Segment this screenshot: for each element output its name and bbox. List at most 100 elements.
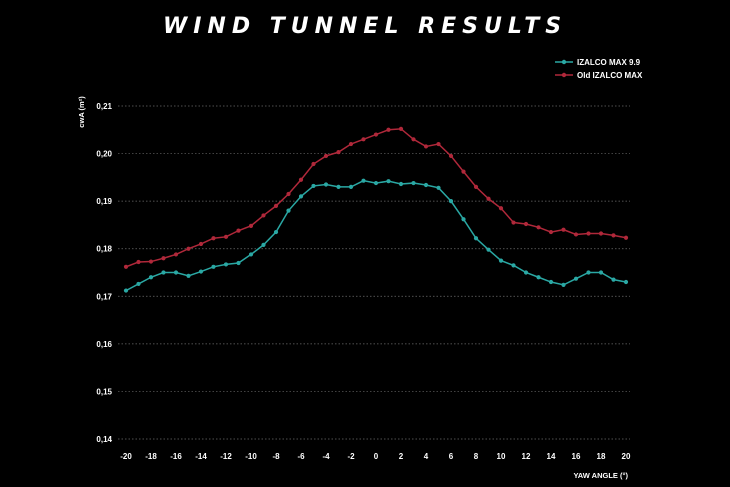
data-point bbox=[186, 273, 191, 278]
data-point bbox=[461, 217, 466, 222]
x-tick-label: 18 bbox=[597, 452, 606, 461]
data-point bbox=[598, 231, 604, 236]
x-tick-label: -8 bbox=[272, 452, 280, 461]
x-axis-label: YAW ANGLE (°) bbox=[573, 471, 628, 480]
x-tick-label: -18 bbox=[145, 452, 157, 461]
y-tick-label: 0,20 bbox=[96, 150, 112, 159]
y-tick-label: 0,15 bbox=[96, 387, 112, 396]
y-tick-labels: 0,14 0,15 0,16 0,17 0,18 0,19 0,20 0,21 bbox=[96, 102, 112, 444]
x-tick-label: -20 bbox=[120, 452, 132, 461]
data-point bbox=[586, 270, 591, 275]
series-izalco-max-9-9 bbox=[123, 178, 629, 293]
data-point bbox=[236, 228, 241, 233]
data-point bbox=[623, 279, 629, 285]
data-point bbox=[173, 270, 179, 275]
data-point bbox=[598, 270, 604, 275]
data-point bbox=[473, 236, 479, 241]
data-point bbox=[523, 270, 529, 275]
legend: IZALCO MAX 9.9 Old IZALCO MAX bbox=[555, 58, 643, 80]
x-tick-label: 16 bbox=[572, 452, 581, 461]
series-lines bbox=[123, 126, 629, 293]
data-point bbox=[448, 153, 454, 159]
data-point bbox=[136, 281, 141, 287]
data-point bbox=[136, 259, 141, 265]
data-point bbox=[423, 182, 429, 188]
data-point bbox=[561, 227, 566, 232]
x-tick-label: -4 bbox=[322, 452, 330, 461]
legend-label-izalco-max-99: IZALCO MAX 9.9 bbox=[577, 58, 641, 67]
y-axis-label: cwA (m²) bbox=[77, 96, 86, 128]
data-point bbox=[173, 252, 179, 257]
y-tick-label: 0,19 bbox=[96, 197, 112, 206]
data-point bbox=[298, 194, 304, 199]
data-point bbox=[398, 126, 404, 131]
series-line-izalco-max-9-9 bbox=[125, 179, 627, 292]
data-point bbox=[236, 260, 241, 266]
data-point bbox=[211, 236, 216, 241]
y-tick-label: 0,21 bbox=[96, 102, 112, 111]
data-point bbox=[273, 229, 279, 235]
data-point bbox=[611, 233, 616, 238]
data-point bbox=[398, 181, 404, 187]
data-point bbox=[423, 144, 429, 149]
data-point bbox=[436, 185, 441, 190]
grid-lines bbox=[118, 105, 630, 440]
data-point bbox=[273, 203, 279, 208]
data-point bbox=[473, 184, 479, 189]
y-tick-label: 0,17 bbox=[96, 292, 112, 301]
data-point bbox=[323, 182, 329, 187]
data-point bbox=[286, 208, 291, 213]
data-point bbox=[211, 264, 216, 269]
data-point bbox=[198, 269, 204, 274]
data-point bbox=[311, 161, 316, 167]
data-point bbox=[161, 256, 166, 261]
series-line-old-izalco-max bbox=[125, 128, 627, 268]
data-point bbox=[548, 229, 554, 235]
x-tick-label: -2 bbox=[347, 452, 355, 461]
data-point bbox=[586, 231, 591, 236]
data-point bbox=[223, 234, 229, 239]
x-tick-label: 10 bbox=[497, 452, 506, 461]
series-old-izalco-max bbox=[123, 126, 629, 269]
data-point bbox=[386, 179, 391, 184]
data-point bbox=[223, 262, 229, 267]
data-point bbox=[623, 235, 629, 240]
x-tick-label: 4 bbox=[424, 452, 429, 461]
data-point bbox=[198, 241, 204, 247]
data-point bbox=[336, 184, 341, 189]
x-tick-label: -14 bbox=[195, 452, 207, 461]
data-point bbox=[248, 223, 254, 228]
data-point bbox=[511, 220, 516, 225]
data-point bbox=[123, 288, 129, 293]
y-tick-label: 0,16 bbox=[96, 340, 112, 349]
data-point bbox=[611, 277, 616, 282]
data-point bbox=[573, 276, 579, 281]
data-point bbox=[261, 242, 266, 248]
legend-marker-old-izalco-max bbox=[561, 72, 567, 78]
x-tick-label: 20 bbox=[622, 452, 631, 461]
x-tick-label: -16 bbox=[170, 452, 182, 461]
data-point bbox=[536, 225, 541, 230]
data-point bbox=[386, 127, 391, 132]
x-tick-label: -12 bbox=[220, 452, 232, 461]
data-point bbox=[436, 141, 441, 147]
data-point bbox=[411, 137, 416, 142]
data-point bbox=[511, 263, 516, 268]
data-point bbox=[336, 150, 341, 155]
data-point bbox=[411, 180, 416, 186]
legend-marker-izalco-max-99 bbox=[561, 59, 567, 65]
x-tick-label: 12 bbox=[522, 452, 531, 461]
data-point bbox=[148, 275, 154, 280]
data-point bbox=[536, 275, 541, 280]
data-point bbox=[448, 199, 454, 204]
data-point bbox=[286, 191, 291, 197]
data-point bbox=[361, 178, 366, 183]
data-point bbox=[498, 258, 504, 263]
x-tick-label: 6 bbox=[449, 452, 454, 461]
data-point bbox=[461, 169, 466, 174]
data-point bbox=[498, 206, 504, 211]
data-point bbox=[523, 221, 529, 227]
x-tick-label: 0 bbox=[374, 452, 379, 461]
legend-label-old-izalco-max: Old IZALCO MAX bbox=[577, 71, 643, 80]
